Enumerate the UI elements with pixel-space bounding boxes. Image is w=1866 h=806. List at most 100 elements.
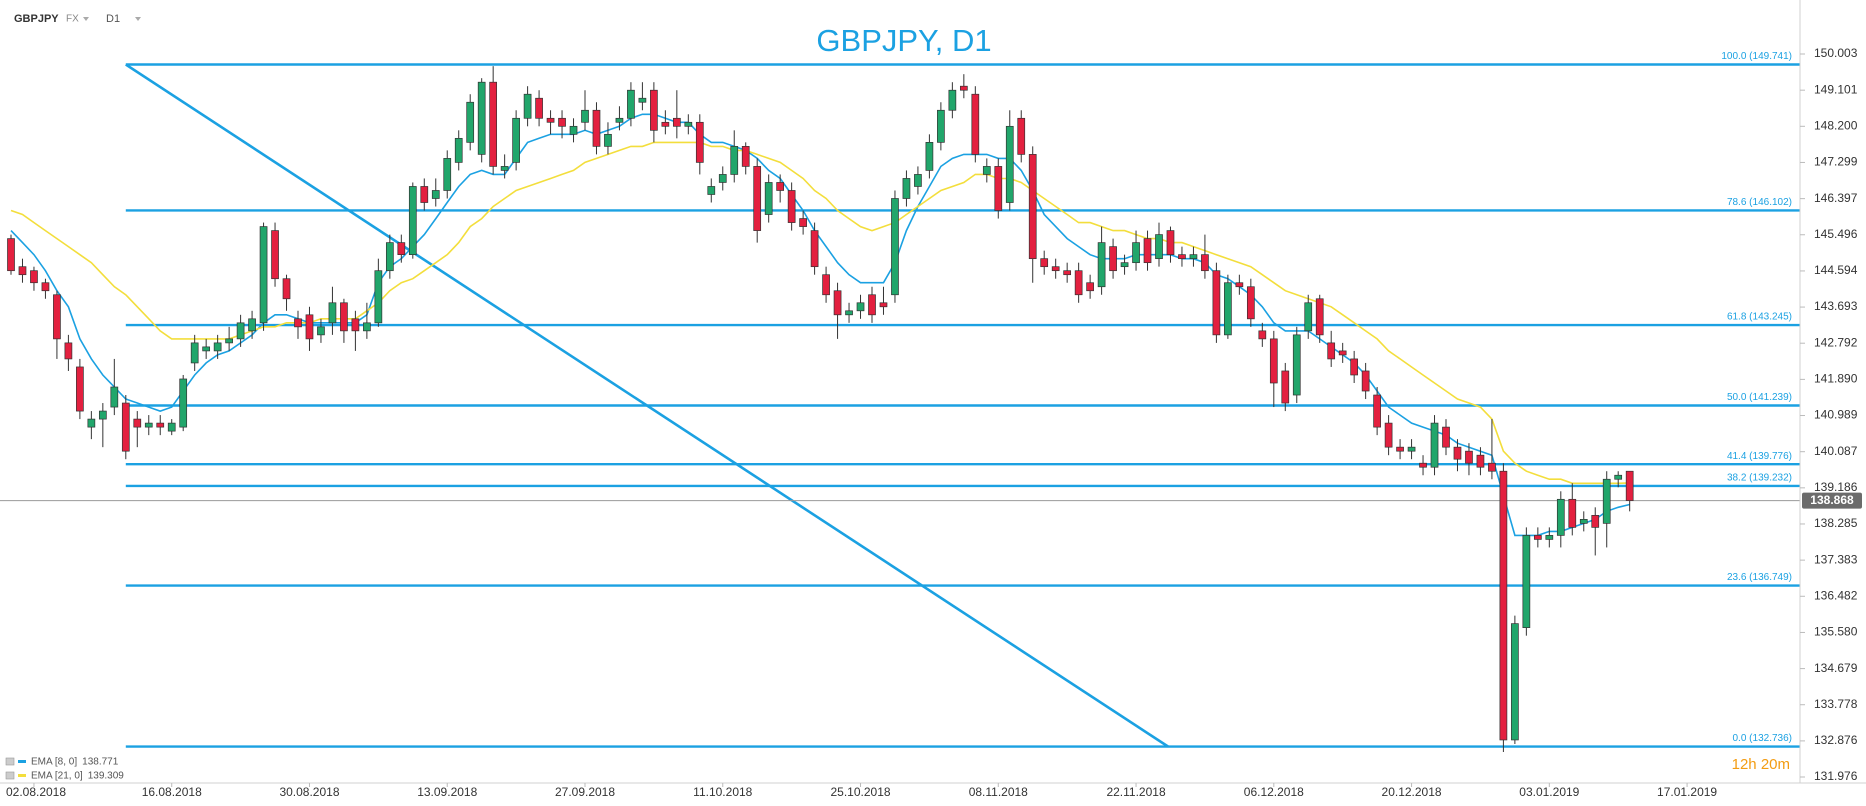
ema-line — [10, 141, 1630, 485]
y-tick-label: 144.594 — [1814, 263, 1858, 277]
trend-line — [125, 63, 1169, 748]
fib-level-label: 23.6 (136.749) — [1727, 572, 1792, 583]
candle-body — [1246, 286, 1255, 320]
candle-body — [374, 270, 383, 324]
price-label: 138.868 — [1810, 493, 1854, 507]
y-tick-label: 143.693 — [1814, 299, 1858, 313]
candle-body — [1040, 258, 1049, 268]
dropdown-icon[interactable] — [83, 17, 89, 21]
candle-body — [1430, 422, 1439, 468]
candle-body — [546, 117, 555, 123]
candle-body — [627, 89, 635, 119]
candle-body — [282, 278, 291, 300]
candle-body — [569, 125, 578, 135]
candle-body — [1488, 462, 1496, 472]
dropdown-icon[interactable] — [135, 17, 141, 21]
candle-body — [431, 190, 440, 199]
candle-body — [1063, 270, 1072, 276]
candle-body — [604, 133, 612, 147]
candle-body — [1419, 462, 1427, 468]
x-tick-label: 30.08.2018 — [279, 785, 339, 799]
candle-body — [1028, 154, 1037, 260]
candle-body — [294, 318, 302, 328]
x-tick-label: 27.09.2018 — [555, 785, 615, 799]
candle-body — [1361, 370, 1370, 392]
price-label-box — [1802, 492, 1862, 509]
y-tick-label: 135.580 — [1814, 625, 1858, 639]
candle-body — [76, 366, 84, 412]
candle-body — [328, 302, 337, 324]
candle-body — [1522, 535, 1531, 628]
y-tick-label: 149.101 — [1814, 82, 1858, 96]
candle-body — [1109, 246, 1117, 272]
y-tick-label: 141.890 — [1814, 372, 1858, 386]
x-tick-label: 16.08.2018 — [142, 785, 202, 799]
candle-body — [1086, 282, 1094, 292]
x-tick-label: 06.12.2018 — [1244, 785, 1304, 799]
candle-body — [1292, 334, 1301, 396]
candle-body — [1235, 282, 1244, 288]
candle-body — [753, 166, 762, 231]
candle-body — [1465, 450, 1473, 464]
candle-body — [523, 93, 532, 119]
candle-body — [1189, 254, 1198, 260]
candle-body — [7, 238, 15, 272]
candle-body — [1533, 535, 1542, 540]
candle-body — [1143, 238, 1152, 264]
countdown: 12h 20m — [1732, 756, 1790, 773]
candle-body — [1568, 498, 1577, 528]
candle-body — [213, 342, 222, 352]
candle-body — [110, 386, 119, 408]
market[interactable]: FX — [66, 14, 79, 25]
candle-body — [466, 101, 475, 143]
candle-body — [615, 117, 624, 123]
candle-body — [1396, 446, 1404, 452]
candle-body — [1591, 514, 1600, 528]
candle-body — [787, 190, 796, 223]
symbol[interactable]: GBPJPY — [14, 13, 59, 25]
y-tick-label: 139.186 — [1814, 480, 1858, 494]
candle-body — [512, 117, 520, 163]
candle-body — [1453, 446, 1462, 460]
timeframe[interactable]: D1 — [106, 13, 120, 25]
candle-body — [202, 346, 211, 352]
y-tick-label: 150.003 — [1814, 46, 1858, 60]
candle-body — [1005, 125, 1014, 203]
candle-body — [638, 97, 647, 103]
candle-body — [1476, 454, 1485, 468]
y-tick-label: 145.496 — [1814, 227, 1858, 241]
candle-body — [1556, 498, 1565, 536]
y-tick-label: 131.976 — [1814, 769, 1858, 783]
candle-body — [558, 117, 566, 127]
candle-body — [317, 326, 325, 336]
candle-body — [363, 322, 371, 332]
candle-body — [1132, 242, 1140, 264]
candle-body — [1281, 370, 1290, 404]
x-tick-label: 13.09.2018 — [417, 785, 477, 799]
candle-body — [650, 89, 658, 131]
chart-title: GBPJPY, D1 — [816, 23, 991, 58]
candle-body — [959, 85, 968, 91]
candle-body — [1602, 478, 1611, 524]
y-tick-label: 136.482 — [1814, 588, 1858, 602]
y-tick-label: 140.989 — [1814, 408, 1858, 422]
candle-body — [902, 178, 911, 199]
candle-body — [1545, 535, 1554, 540]
y-tick-label: 132.876 — [1814, 733, 1858, 747]
candle-body — [776, 182, 785, 191]
legend-value: 139.309 — [88, 771, 125, 782]
candle-body — [1120, 262, 1129, 268]
y-tick-label: 133.778 — [1814, 697, 1858, 711]
candle-body — [1304, 302, 1313, 332]
candle-body — [121, 402, 130, 452]
candle-body — [799, 218, 807, 227]
x-tick-label: 25.10.2018 — [830, 785, 890, 799]
candle-body — [64, 342, 73, 360]
candle-body — [672, 117, 681, 127]
legend-value: 138.771 — [82, 757, 119, 768]
candle-body — [236, 322, 245, 340]
candle-body — [1579, 519, 1588, 524]
candle-body — [581, 109, 589, 123]
